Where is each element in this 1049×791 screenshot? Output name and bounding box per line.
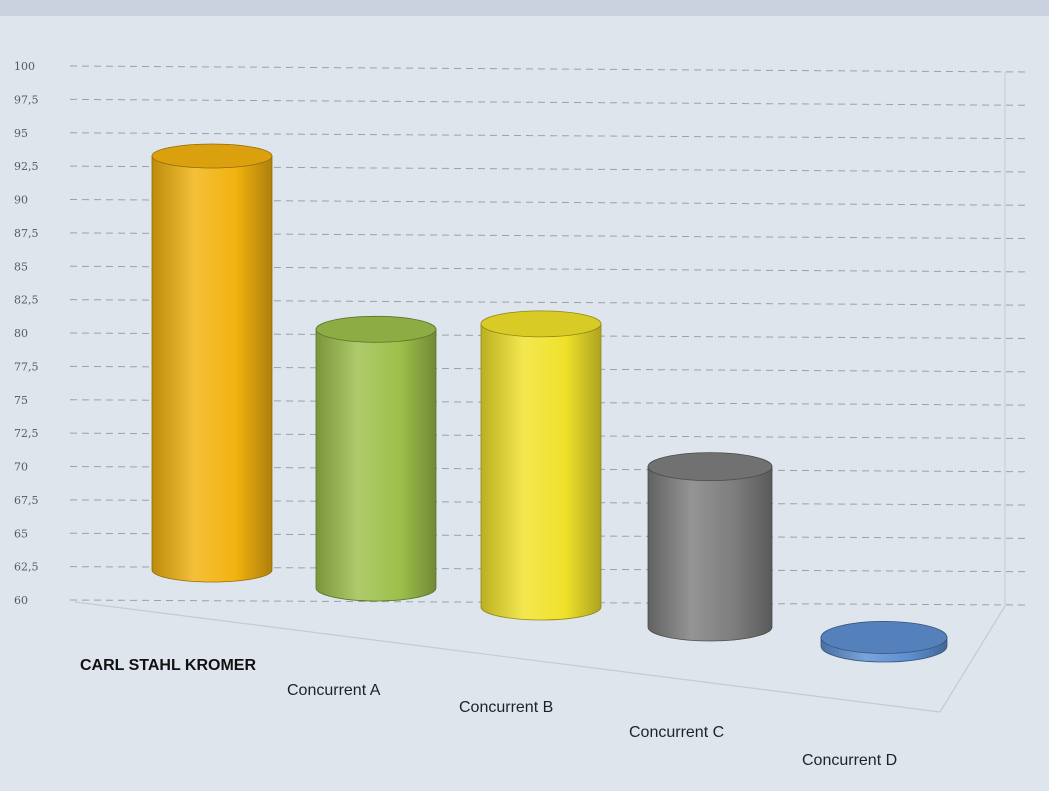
bars bbox=[151, 143, 948, 663]
y-tick-70: 70 bbox=[14, 461, 28, 474]
bar-concurrent-b bbox=[480, 310, 602, 621]
bar-top-carl-stahl-kromer bbox=[151, 143, 273, 169]
bar-body-carl-stahl-kromer bbox=[151, 155, 273, 583]
bar-top-concurrent-b bbox=[480, 310, 602, 338]
bar-concurrent-d bbox=[820, 621, 948, 663]
bar-body-concurrent-b bbox=[480, 323, 602, 621]
y-tick-72-5: 72,5 bbox=[14, 427, 39, 440]
top-band bbox=[0, 0, 1049, 16]
bar-top-concurrent-a bbox=[315, 315, 437, 343]
category-label-concurrent-d: Concurrent D bbox=[802, 752, 897, 769]
y-tick-97-5: 97,5 bbox=[14, 93, 39, 106]
y-tick-100: 100 bbox=[14, 60, 35, 73]
bar-concurrent-c bbox=[647, 452, 773, 642]
y-tick-65: 65 bbox=[14, 527, 28, 540]
y-tick-92-5: 92,5 bbox=[14, 160, 39, 173]
gridline-95 bbox=[69, 132, 1029, 140]
gridline-100 bbox=[69, 65, 1029, 73]
y-tick-82-5: 82,5 bbox=[14, 294, 39, 307]
gridline-60 bbox=[69, 599, 1029, 606]
y-axis-ticks: 60 62,5 65 67,5 70 72,5 75 77,5 80 82,5 85 87,5 90 92… bbox=[14, 60, 39, 607]
y-tick-75: 75 bbox=[14, 394, 28, 407]
floor-right-edge bbox=[939, 605, 1006, 713]
bar-top-concurrent-c bbox=[647, 452, 773, 482]
bar-carl-stahl-kromer bbox=[151, 143, 273, 583]
bar-concurrent-a bbox=[315, 315, 437, 602]
floor-front-edge bbox=[74, 601, 941, 713]
category-label-concurrent-b: Concurrent B bbox=[459, 699, 553, 716]
y-tick-95: 95 bbox=[14, 127, 28, 140]
y-tick-60: 60 bbox=[14, 594, 28, 607]
category-labels: CARL STAHL KROMER Concurrent A Concurrent … bbox=[80, 657, 897, 769]
bar-top-concurrent-d bbox=[820, 621, 948, 654]
category-label-carl-stahl-kromer: CARL STAHL KROMER bbox=[80, 657, 256, 674]
bar-body-concurrent-a bbox=[315, 328, 437, 602]
category-label-concurrent-a: Concurrent A bbox=[287, 682, 381, 699]
gridline-97-5 bbox=[69, 98, 1029, 106]
bar-body-concurrent-c bbox=[647, 466, 773, 642]
y-tick-77-5: 77,5 bbox=[14, 360, 39, 373]
category-label-concurrent-c: Concurrent C bbox=[629, 724, 724, 741]
y-tick-85: 85 bbox=[14, 260, 28, 273]
y-tick-67-5: 67,5 bbox=[14, 494, 39, 507]
y-tick-80: 80 bbox=[14, 327, 28, 340]
y-tick-87-5: 87,5 bbox=[14, 227, 39, 240]
y-tick-62-5: 62,5 bbox=[14, 561, 39, 574]
y-tick-90: 90 bbox=[14, 194, 28, 207]
